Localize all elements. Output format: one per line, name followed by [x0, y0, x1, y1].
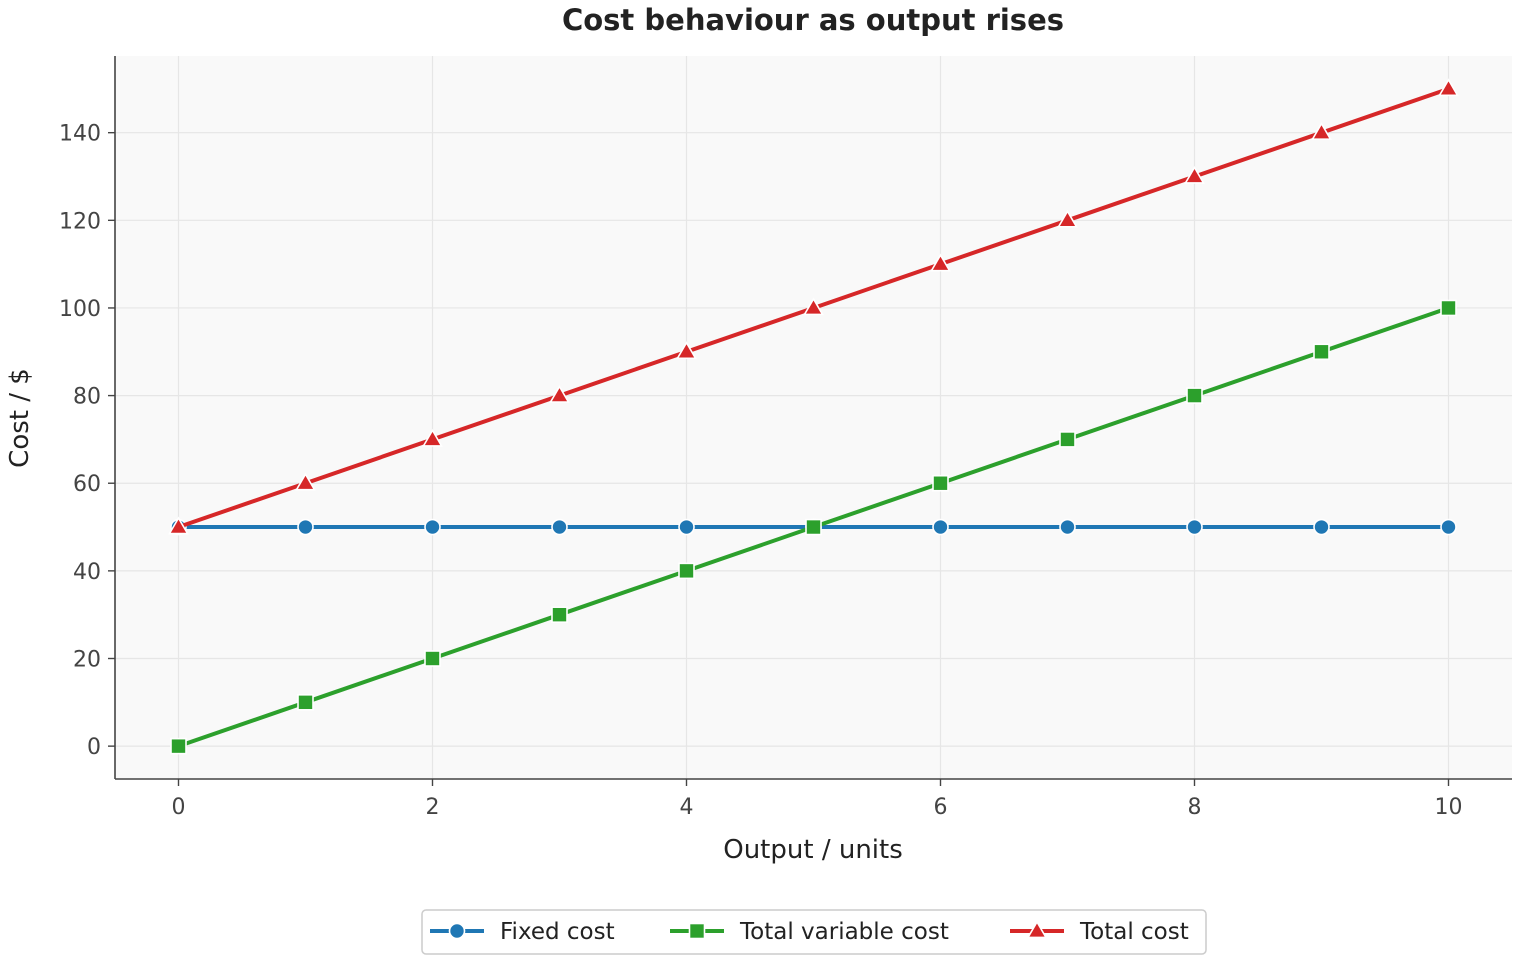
- data-point-total-variable-cost: [1059, 431, 1076, 448]
- x-axis-label: Output / units: [723, 835, 903, 865]
- data-point-total-cost: [676, 341, 697, 360]
- chart-title: Cost behaviour as output rises: [562, 3, 1064, 37]
- data-point-total-variable-cost: [424, 650, 441, 667]
- legend-swatch-marker: [688, 922, 706, 940]
- legend-label: Total cost: [1079, 919, 1189, 945]
- axes: [108, 56, 1512, 786]
- data-point-fixed-cost: [932, 518, 949, 536]
- data-point-fixed-cost: [1313, 518, 1330, 536]
- data-point-fixed-cost: [551, 518, 568, 536]
- x-tick-label: 10: [1435, 795, 1463, 820]
- x-tick-label: 6: [934, 795, 948, 820]
- series-total-variable-cost: [170, 299, 1457, 755]
- data-point-total-cost: [930, 253, 951, 272]
- data-point-total-cost: [168, 516, 189, 535]
- legend-swatch-marker: [1026, 920, 1048, 939]
- y-tick-label: 20: [73, 648, 101, 673]
- legend-item-total-variable-cost: Total variable cost: [670, 919, 949, 945]
- data-point-total-cost: [803, 297, 824, 316]
- y-axis-label: Cost / $: [5, 368, 35, 468]
- data-point-total-variable-cost: [1313, 343, 1330, 361]
- series-total-cost: [168, 78, 1459, 535]
- data-point-total-variable-cost: [551, 606, 568, 623]
- data-point-total-variable-cost: [170, 737, 187, 755]
- y-tick-label: 100: [59, 297, 101, 322]
- data-point-total-variable-cost: [1440, 299, 1457, 317]
- data-point-total-variable-cost: [297, 694, 314, 711]
- data-point-total-variable-cost: [932, 474, 949, 492]
- legend-item-total-cost: Total cost: [1010, 919, 1189, 945]
- y-tick-label: 120: [59, 209, 101, 234]
- legend-label: Fixed cost: [500, 919, 615, 945]
- legend-box: [421, 909, 1207, 955]
- data-point-fixed-cost: [1440, 518, 1457, 536]
- data-point-fixed-cost: [297, 518, 314, 536]
- y-tick-label: 40: [73, 560, 101, 585]
- data-point-fixed-cost: [1059, 518, 1076, 536]
- data-point-total-cost: [1057, 209, 1078, 228]
- data-point-total-cost: [295, 472, 316, 491]
- data-point-total-cost: [422, 428, 443, 447]
- x-tick-label: 0: [172, 795, 186, 820]
- data-point-total-cost: [549, 384, 570, 403]
- data-point-total-cost: [1438, 78, 1459, 97]
- legend-item-fixed-cost: Fixed cost: [430, 919, 615, 945]
- y-tick-label: 60: [73, 472, 101, 497]
- data-point-total-cost: [1311, 122, 1332, 140]
- legend-swatch-marker: [448, 922, 466, 940]
- series: [168, 78, 1459, 755]
- data-point-fixed-cost: [678, 518, 695, 536]
- legend-label: Total variable cost: [739, 919, 949, 945]
- data-point-fixed-cost: [1186, 518, 1203, 536]
- data-point-total-variable-cost: [678, 562, 695, 580]
- legend: Fixed cost Total variable cost Total cost: [421, 909, 1207, 955]
- data-point-total-variable-cost: [805, 518, 822, 536]
- data-point-fixed-cost: [424, 518, 441, 536]
- data-point-total-cost: [1184, 165, 1205, 184]
- y-tick-label: 140: [59, 122, 101, 147]
- y-tick-label: 0: [87, 735, 101, 760]
- x-tick-label: 4: [680, 795, 694, 820]
- y-tick-label: 80: [73, 385, 101, 410]
- x-tick-label: 8: [1188, 795, 1202, 820]
- x-tick-label: 2: [426, 795, 440, 820]
- data-point-total-variable-cost: [1186, 387, 1203, 404]
- plot-area: [115, 56, 1512, 779]
- grid: [115, 56, 1512, 779]
